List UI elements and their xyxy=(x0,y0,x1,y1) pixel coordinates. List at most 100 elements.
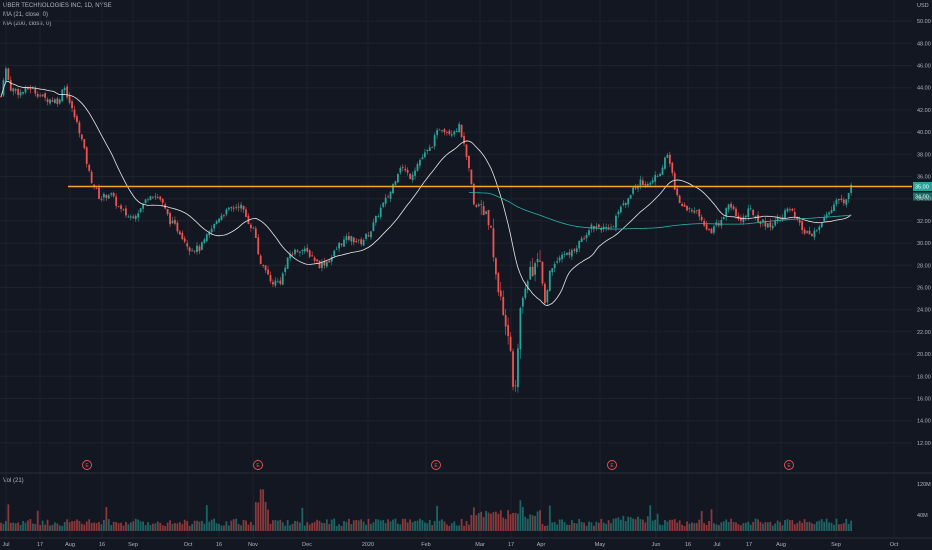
time-tick-label: 17 xyxy=(508,542,514,548)
candle-body xyxy=(127,216,130,218)
volume-bar xyxy=(56,523,59,531)
time-tick-label: 2020 xyxy=(362,542,374,548)
volume-bar xyxy=(2,523,5,531)
last-price-label: 35.00 xyxy=(915,184,929,190)
volume-bar xyxy=(487,512,490,531)
candle-body xyxy=(14,88,17,91)
candle-body xyxy=(66,86,69,98)
candle-body xyxy=(482,205,485,216)
volume-bar xyxy=(90,522,93,531)
time-tick-label: Apr xyxy=(537,542,546,548)
volume-bar xyxy=(759,521,762,531)
candle-body xyxy=(323,261,326,266)
volume-bar xyxy=(607,520,610,531)
candle-body xyxy=(374,215,377,223)
volume-bar xyxy=(580,521,583,531)
candle-body xyxy=(223,215,225,217)
time-tick-label: Mar xyxy=(475,542,485,548)
candle-body xyxy=(303,248,306,252)
volume-bar xyxy=(639,519,642,531)
candle-body xyxy=(203,239,206,243)
volume-bar xyxy=(394,518,397,531)
volume-bar xyxy=(830,522,833,531)
price-tick-label: 50.00 xyxy=(917,19,931,25)
volume-bar xyxy=(384,522,387,531)
volume-legend[interactable]: Vol (21) xyxy=(3,478,24,484)
candle-body xyxy=(5,68,7,82)
candle-body xyxy=(399,167,402,173)
ma-price-badge xyxy=(913,192,932,201)
candle-body xyxy=(34,88,37,94)
ma200-legend[interactable]: MA (200, close, 0) xyxy=(3,21,52,27)
volume-bar xyxy=(695,523,698,531)
candle-body xyxy=(570,250,573,257)
candle-body xyxy=(419,160,421,166)
candle-body xyxy=(637,185,639,189)
volume-bar xyxy=(666,521,669,531)
candle-body xyxy=(201,242,203,250)
candle-body xyxy=(798,219,801,223)
candle-body xyxy=(698,209,701,217)
candle-body xyxy=(279,280,282,284)
volume-bar xyxy=(546,525,549,531)
volume-bar xyxy=(769,521,772,531)
volume-bar xyxy=(299,522,301,531)
ma21-legend[interactable]: MA (21, close, 0) xyxy=(3,12,49,18)
candle-body xyxy=(208,231,211,236)
candle-body xyxy=(610,226,612,228)
volume-bar xyxy=(612,518,615,531)
candle-body xyxy=(274,280,277,286)
volume-bar xyxy=(352,520,355,531)
volume-bar xyxy=(815,521,818,531)
candle-body xyxy=(578,240,581,249)
volume-bar xyxy=(289,525,291,531)
volume-bar xyxy=(78,521,81,531)
symbol-title[interactable]: UBER TECHNOLOGIES INC, 1D, NYSE xyxy=(3,3,112,9)
volume-bar xyxy=(507,510,510,531)
candle-body xyxy=(149,196,152,200)
candle-body xyxy=(495,258,497,275)
volume-bar xyxy=(791,520,794,531)
volume-bar xyxy=(188,525,191,531)
volume-bar xyxy=(578,518,581,531)
candle-body xyxy=(58,99,61,104)
candle-body xyxy=(705,224,708,230)
volume-bar xyxy=(646,516,649,531)
volume-bar xyxy=(433,521,436,531)
candle-body xyxy=(365,233,367,240)
volume-bar xyxy=(749,524,752,531)
volume-bar xyxy=(303,525,306,531)
volume-bar xyxy=(73,521,76,531)
price-tick-label: 42.00 xyxy=(917,108,931,114)
candle-body xyxy=(421,157,424,160)
volume-bar xyxy=(622,515,625,531)
volume-bar xyxy=(137,519,140,531)
candle-body xyxy=(423,152,426,158)
candle-body xyxy=(193,250,196,252)
candle-body xyxy=(820,222,823,228)
candle-body xyxy=(183,238,186,242)
price-tick-label: 28.00 xyxy=(917,263,931,269)
volume-bar xyxy=(563,522,566,531)
candle-body xyxy=(171,220,174,224)
volume-bar xyxy=(203,523,206,531)
volume-bar xyxy=(215,523,218,531)
volume-bar xyxy=(446,524,448,531)
candle-body xyxy=(776,217,779,221)
candle-body xyxy=(497,273,500,293)
volume-bar xyxy=(833,524,835,531)
volume-bar xyxy=(740,525,742,531)
volume-bar xyxy=(377,519,380,531)
volume-bar xyxy=(534,515,536,531)
candle-body xyxy=(808,230,811,235)
candle-body xyxy=(485,211,487,215)
volume-bar xyxy=(147,522,149,531)
volume-bar xyxy=(98,521,100,531)
candle-body xyxy=(661,167,664,175)
candle-body xyxy=(678,195,681,204)
candle-body xyxy=(325,261,328,267)
candle-body xyxy=(649,182,652,185)
volume-bar xyxy=(813,524,816,531)
candle-body xyxy=(509,336,512,351)
